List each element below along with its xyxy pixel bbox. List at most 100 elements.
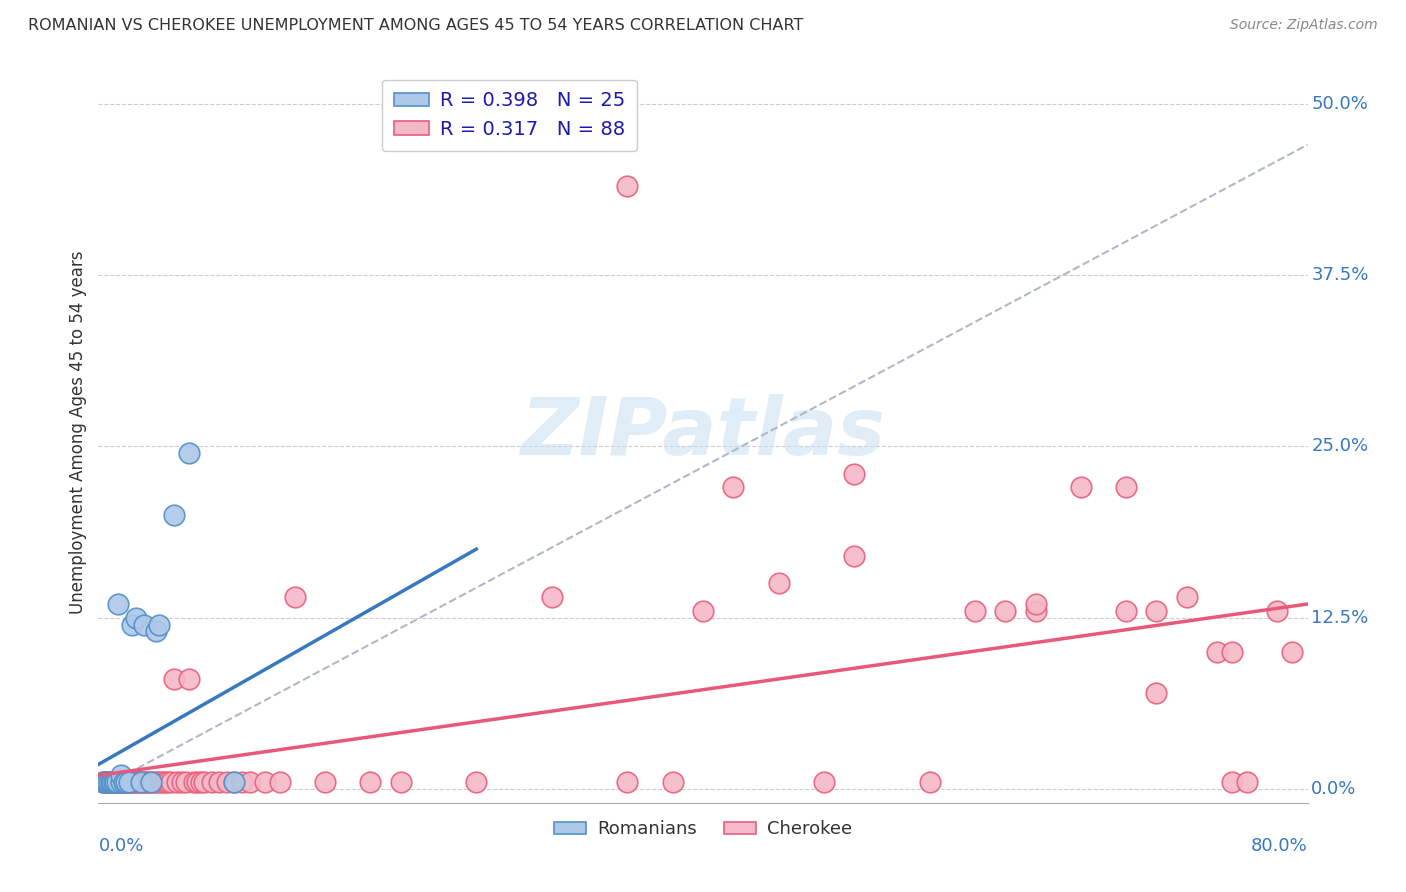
Point <box>94 775 117 789</box>
Point <box>170 775 193 789</box>
Text: 0.0%: 0.0% <box>98 837 143 855</box>
Point <box>692 604 714 618</box>
Point <box>186 775 208 789</box>
Point <box>107 597 129 611</box>
Point <box>114 775 136 789</box>
Point <box>122 775 145 789</box>
Point <box>360 775 382 789</box>
Text: ZIPatlas: ZIPatlas <box>520 393 886 472</box>
Point <box>118 775 141 789</box>
Point <box>1115 604 1137 618</box>
Point <box>844 467 866 481</box>
Point <box>193 775 215 789</box>
Point <box>125 775 148 789</box>
Point <box>105 775 128 789</box>
Point <box>104 775 127 789</box>
Point <box>132 775 155 789</box>
Point <box>163 673 186 687</box>
Point <box>112 775 135 789</box>
Point <box>127 775 149 789</box>
Point <box>616 178 638 193</box>
Y-axis label: Unemployment Among Ages 45 to 54 years: Unemployment Among Ages 45 to 54 years <box>69 251 87 615</box>
Point <box>389 775 412 789</box>
Point <box>994 604 1017 618</box>
Point <box>540 590 562 604</box>
Point <box>129 775 152 789</box>
Point <box>215 775 238 789</box>
Point <box>98 775 121 789</box>
Point <box>1144 604 1167 618</box>
Point <box>224 775 246 789</box>
Point <box>231 775 253 789</box>
Point <box>465 775 488 789</box>
Point <box>132 617 155 632</box>
Point <box>108 775 131 789</box>
Point <box>111 775 134 789</box>
Point <box>141 775 163 789</box>
Point <box>129 775 152 789</box>
Point <box>145 624 167 639</box>
Point <box>1220 645 1243 659</box>
Text: 50.0%: 50.0% <box>1312 95 1368 112</box>
Point <box>163 508 186 522</box>
Point <box>114 775 136 789</box>
Point <box>1281 645 1303 659</box>
Point <box>1175 590 1198 604</box>
Text: 12.5%: 12.5% <box>1312 608 1368 627</box>
Point <box>253 775 276 789</box>
Point <box>918 775 941 789</box>
Point <box>224 775 246 789</box>
Point <box>100 775 122 789</box>
Point <box>124 775 146 789</box>
Point <box>103 775 125 789</box>
Point <box>1267 604 1289 618</box>
Point <box>723 480 745 494</box>
Point <box>141 775 163 789</box>
Point <box>150 775 173 789</box>
Point <box>965 604 987 618</box>
Point <box>1070 480 1092 494</box>
Point <box>1115 480 1137 494</box>
Point <box>103 775 125 789</box>
Text: Source: ZipAtlas.com: Source: ZipAtlas.com <box>1230 18 1378 32</box>
Point <box>104 775 127 789</box>
Point <box>174 775 197 789</box>
Point <box>183 775 205 789</box>
Point <box>121 617 143 632</box>
Point <box>1236 775 1258 789</box>
Point <box>145 775 167 789</box>
Text: 0.0%: 0.0% <box>1312 780 1357 798</box>
Point <box>1024 604 1046 618</box>
Point <box>179 446 201 460</box>
Point <box>110 768 132 782</box>
Point <box>284 590 307 604</box>
Point <box>1220 775 1243 789</box>
Point <box>101 775 124 789</box>
Point <box>96 775 118 789</box>
Point <box>118 775 141 789</box>
Point <box>844 549 866 563</box>
Point <box>813 775 835 789</box>
Point <box>91 775 114 789</box>
Point <box>135 775 157 789</box>
Point <box>91 775 114 789</box>
Point <box>136 775 159 789</box>
Point <box>156 775 179 789</box>
Point <box>153 775 176 789</box>
Point <box>201 775 224 789</box>
Point <box>103 775 125 789</box>
Point <box>96 775 118 789</box>
Point <box>93 775 115 789</box>
Point <box>94 775 117 789</box>
Text: 37.5%: 37.5% <box>1312 266 1368 284</box>
Point <box>110 775 132 789</box>
Point <box>208 775 231 789</box>
Text: ROMANIAN VS CHEROKEE UNEMPLOYMENT AMONG AGES 45 TO 54 YEARS CORRELATION CHART: ROMANIAN VS CHEROKEE UNEMPLOYMENT AMONG … <box>28 18 803 33</box>
Point <box>616 775 638 789</box>
Point <box>190 775 212 789</box>
Point <box>101 775 124 789</box>
Point <box>1206 645 1229 659</box>
Point <box>166 775 188 789</box>
Point <box>269 775 291 789</box>
Point <box>148 617 170 632</box>
